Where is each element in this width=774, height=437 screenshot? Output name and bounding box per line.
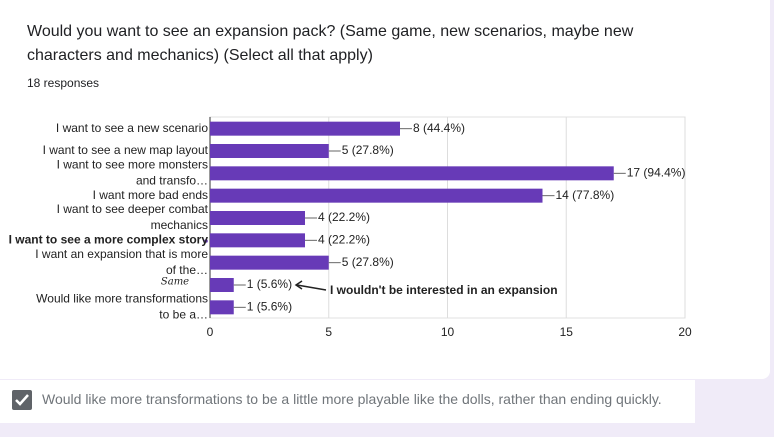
chart: 0 5 10 15 20 I want to see a new scenario 8 (4… bbox=[9, 116, 692, 339]
annotation: Same bbox=[161, 277, 189, 288]
bar bbox=[210, 166, 614, 181]
bar bbox=[210, 278, 234, 292]
y-tick-label: I want to see a new scenario bbox=[56, 121, 208, 135]
x-tick-label: 5 bbox=[325, 325, 332, 339]
checkbox bbox=[12, 390, 32, 410]
value-label: 5 (27.8%) bbox=[342, 255, 394, 269]
y-tick-label: I want to see a new map layout bbox=[43, 143, 209, 157]
y-tick-label: I want more bad ends bbox=[93, 188, 208, 202]
bar bbox=[210, 300, 234, 315]
y-tick-label: I want to see more monsters bbox=[57, 158, 208, 172]
y-tick-label: and transfo… bbox=[136, 174, 208, 188]
check-icon bbox=[15, 394, 29, 406]
value-label: 14 (77.8%) bbox=[556, 188, 615, 202]
x-tick-label: 10 bbox=[441, 325, 455, 339]
y-tick-label: I want to see deeper combat bbox=[57, 202, 209, 216]
marker-dot bbox=[204, 239, 208, 243]
value-label: 5 (27.8%) bbox=[342, 143, 394, 157]
value-label: 8 (44.4%) bbox=[413, 121, 465, 135]
value-label: 4 (22.2%) bbox=[318, 233, 370, 247]
response-count: 18 responses bbox=[27, 76, 100, 90]
response-label: Would like more transformations to be a … bbox=[42, 391, 662, 407]
bar bbox=[210, 188, 543, 203]
response-row: Would like more transformations to be a … bbox=[0, 380, 695, 423]
x-tick-label: 20 bbox=[678, 325, 692, 339]
card: Would you want to see an expansion pack?… bbox=[0, 0, 770, 379]
y-tick-label: mechanics bbox=[151, 218, 208, 232]
x-tick-label: 0 bbox=[207, 325, 214, 339]
question-title: Would you want to see an expansion pack?… bbox=[27, 23, 634, 64]
annotation-arrow bbox=[294, 280, 327, 291]
x-tick-label: 15 bbox=[560, 325, 574, 339]
bar bbox=[210, 144, 329, 158]
value-label: 4 (22.2%) bbox=[318, 210, 370, 224]
bar bbox=[210, 233, 305, 248]
y-tick-label: I want to see a more complex story bbox=[9, 233, 209, 247]
y-tick-label: to be a… bbox=[159, 308, 208, 322]
value-label: 1 (5.6%) bbox=[247, 277, 292, 291]
y-tick-label: of the… bbox=[166, 263, 208, 277]
bar bbox=[210, 255, 329, 270]
value-label: 1 (5.6%) bbox=[247, 300, 292, 314]
value-label: 17 (94.4%) bbox=[627, 166, 686, 180]
annotation: I wouldn't be interested in an expansion bbox=[330, 283, 558, 297]
y-tick-label: I want an expansion that is more bbox=[35, 247, 208, 261]
bar bbox=[210, 121, 400, 136]
bar bbox=[210, 211, 305, 225]
y-tick-label: Would like more transformations bbox=[36, 292, 208, 306]
